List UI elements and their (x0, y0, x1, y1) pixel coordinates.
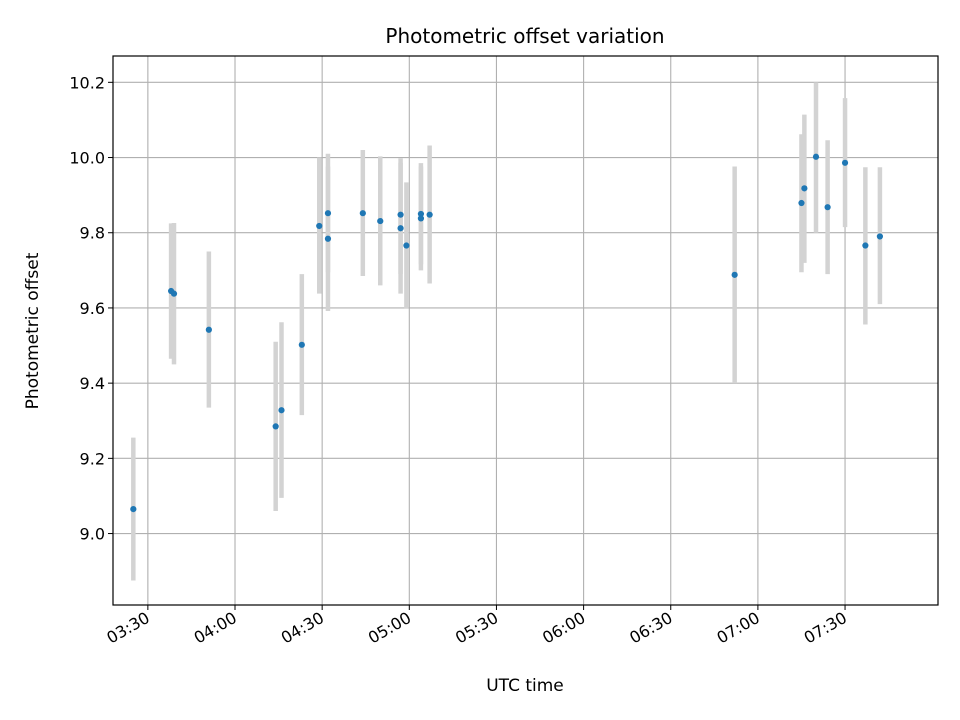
y-axis: 9.0 9.2 9.4 9.6 9.8 10.0 10.2 (69, 73, 113, 544)
plot-area-frame (112, 55, 939, 606)
y-tick-label: 9.2 (80, 449, 105, 468)
data-point (403, 242, 410, 249)
x-axis-title: UTC time (486, 676, 564, 696)
x-tick-label: 06:30 (626, 608, 675, 648)
data-point (417, 210, 425, 218)
x-tick-label: 05:30 (452, 608, 501, 648)
data-point (798, 199, 805, 207)
x-tick-label: 04:30 (278, 608, 327, 648)
y-axis-title: Photometric offset (23, 252, 43, 409)
chart-title: Photometric offset variation (385, 24, 664, 48)
data-point (801, 185, 808, 192)
data-point (324, 210, 332, 217)
data-point (426, 211, 433, 218)
data-point (417, 215, 425, 222)
x-tick-label: 07:30 (801, 608, 850, 648)
y-tick-label: 9.0 (80, 525, 105, 544)
data-point (824, 204, 831, 211)
data-point (731, 271, 738, 278)
data-point (324, 235, 332, 242)
data-point (272, 423, 279, 430)
data-points (130, 153, 884, 513)
data-point (812, 153, 820, 160)
data-point (316, 222, 323, 230)
y-tick-label: 9.8 (80, 224, 105, 243)
x-tick-label: 03:30 (103, 608, 152, 648)
x-tick-label: 06:00 (539, 608, 588, 648)
y-tick-label: 10.0 (69, 149, 105, 168)
data-point (862, 242, 869, 249)
y-tick-label: 9.6 (80, 299, 105, 318)
y-tick-label: 9.4 (80, 374, 105, 393)
data-point (876, 233, 884, 240)
x-axis: 03:30 04:00 04:30 05:00 05:30 06:00 06:30 07:00… (103, 605, 850, 648)
data-point (205, 326, 212, 333)
data-point (397, 211, 404, 218)
x-tick-label: 05:00 (365, 608, 414, 648)
data-point (130, 506, 137, 513)
x-tick-label: 07:00 (713, 608, 762, 648)
data-point (377, 217, 384, 225)
data-point (278, 407, 285, 414)
data-point (170, 290, 178, 297)
data-point (841, 159, 849, 166)
data-point (298, 341, 305, 348)
data-point (359, 210, 366, 217)
data-point (397, 225, 404, 232)
x-tick-label: 04:00 (191, 608, 240, 648)
y-tick-label: 10.2 (69, 73, 105, 92)
